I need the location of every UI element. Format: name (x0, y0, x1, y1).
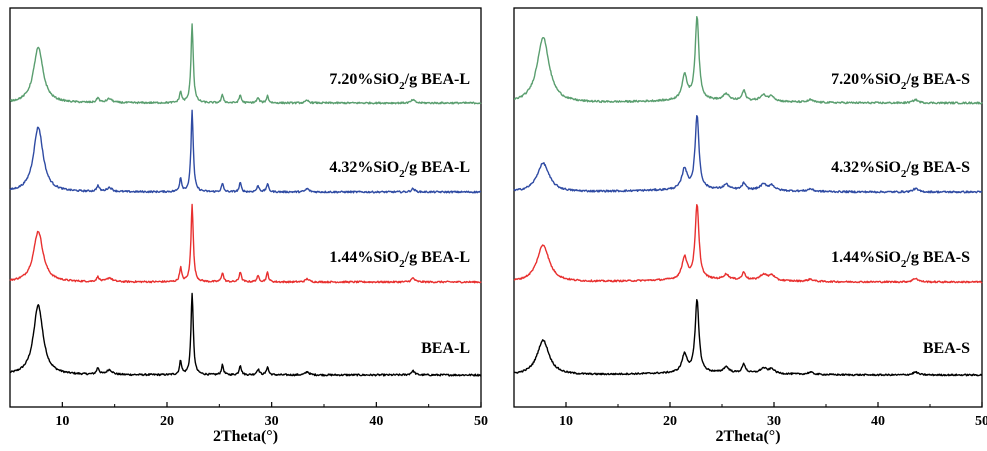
x-tick-label: 40 (369, 414, 383, 429)
x-tick-label: 30 (767, 414, 781, 429)
series-label-end: /g BEA-L (404, 249, 470, 266)
x-tick-label: 40 (871, 414, 885, 429)
x-axis-label: 2Theta(°) (715, 428, 780, 445)
series-label: BEA-S (923, 340, 970, 357)
series-label-main: 4.32%SiO (329, 159, 399, 176)
series-label-main: 1.44%SiO (329, 249, 399, 266)
x-tick-label: 10 (55, 414, 69, 429)
x-axis-label: 2Theta(°) (213, 428, 278, 445)
series-label: 7.20%SiO2/g BEA-L (329, 71, 470, 92)
series-line (513, 203, 983, 284)
series-label: BEA-L (421, 340, 470, 357)
x-tick-label: 30 (265, 414, 279, 429)
x-tick-label: 50 (474, 414, 488, 429)
series-label-end: /g BEA-S (905, 71, 970, 88)
series-label: 1.44%SiO2/g BEA-L (329, 249, 470, 270)
series-label-end: /g BEA-S (905, 249, 970, 266)
series-label-subscript: 2 (399, 80, 405, 92)
series-label-end: /g BEA-L (404, 159, 470, 176)
series-label-subscript: 2 (901, 168, 907, 180)
series-line (513, 299, 983, 377)
series-label-main: BEA-L (421, 340, 470, 357)
x-tick-label: 20 (663, 414, 677, 429)
x-tick-label: 50 (975, 414, 987, 429)
series-label-main: 1.44%SiO (831, 249, 901, 266)
series-label-end: /g BEA-L (404, 71, 470, 88)
series-label-main: 7.20%SiO (329, 71, 399, 88)
series-label-main: 4.32%SiO (831, 159, 901, 176)
x-tick-label: 20 (160, 414, 174, 429)
series-line (9, 109, 482, 194)
series-label-subscript: 2 (901, 80, 907, 92)
series-label-subscript: 2 (901, 258, 907, 270)
series-label: 4.32%SiO2/g BEA-S (831, 159, 970, 180)
plot-frame (513, 7, 983, 408)
series-line (9, 23, 482, 105)
series-line (9, 292, 482, 377)
series-label-main: 7.20%SiO (831, 71, 901, 88)
series-label-subscript: 2 (399, 168, 405, 180)
series-label: 1.44%SiO2/g BEA-S (831, 249, 970, 270)
series-label-subscript: 2 (399, 258, 405, 270)
x-tick-label: 10 (559, 414, 573, 429)
series-line (513, 114, 983, 194)
series-label: 7.20%SiO2/g BEA-S (831, 71, 970, 92)
series-label-end: /g BEA-S (905, 159, 970, 176)
series-line (9, 203, 482, 284)
series-label: 4.32%SiO2/g BEA-L (329, 159, 470, 180)
plot-frame (9, 7, 482, 408)
series-label-main: BEA-S (923, 340, 970, 357)
series-line (513, 16, 983, 105)
